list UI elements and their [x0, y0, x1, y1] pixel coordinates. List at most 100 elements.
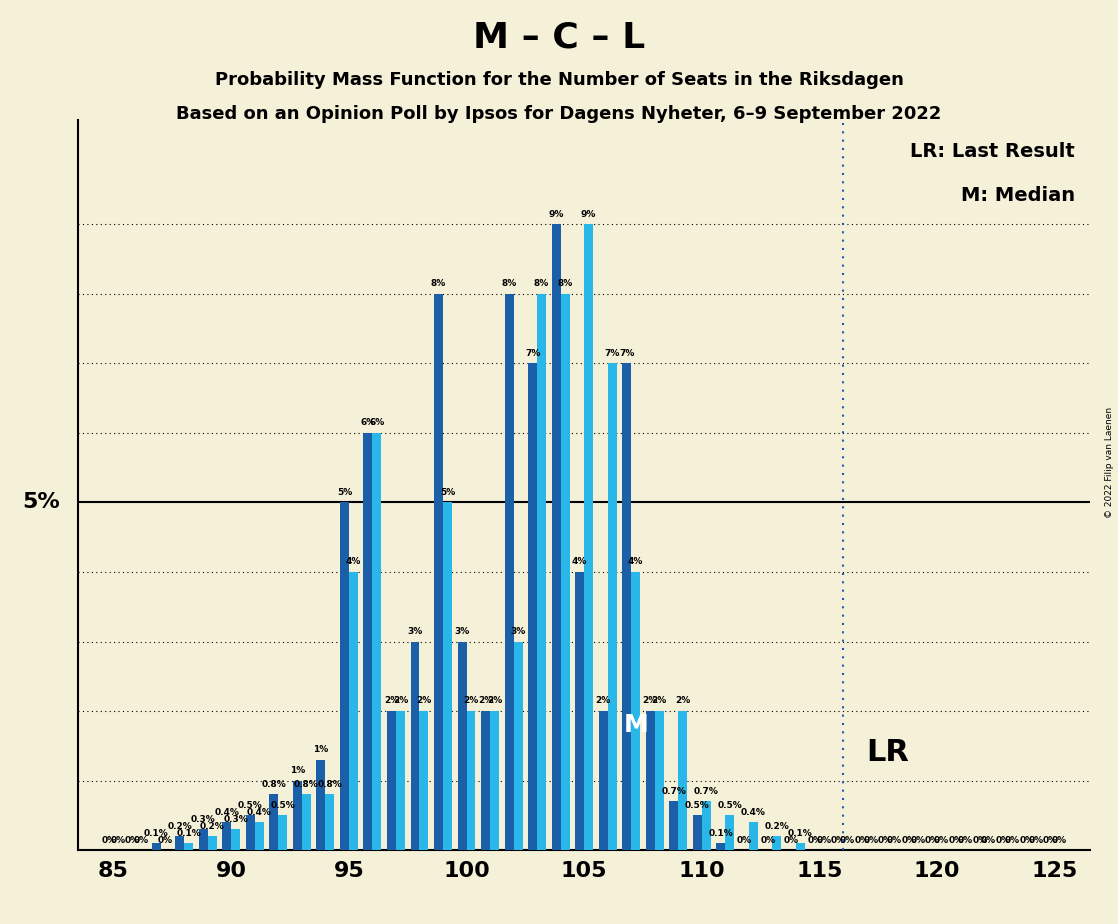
Bar — [796, 843, 805, 850]
Text: 0.4%: 0.4% — [247, 808, 272, 817]
Bar — [349, 572, 358, 850]
Text: 3%: 3% — [454, 627, 470, 636]
Bar — [255, 822, 264, 850]
Text: 0%: 0% — [878, 835, 893, 845]
Bar — [585, 225, 593, 850]
Text: 0%: 0% — [957, 835, 973, 845]
Bar — [551, 225, 560, 850]
Bar — [528, 363, 537, 850]
Text: 0.5%: 0.5% — [718, 801, 742, 809]
Text: 0.2%: 0.2% — [200, 821, 225, 831]
Text: 0%: 0% — [934, 835, 949, 845]
Text: 0.3%: 0.3% — [191, 815, 216, 823]
Bar — [208, 836, 217, 850]
Text: 0.8%: 0.8% — [262, 780, 286, 789]
Text: 0.8%: 0.8% — [294, 780, 319, 789]
Bar — [278, 815, 287, 850]
Text: 0%: 0% — [111, 835, 125, 845]
Text: 0.4%: 0.4% — [741, 808, 766, 817]
Text: 0%: 0% — [784, 835, 799, 845]
Text: © 2022 Filip van Laenen: © 2022 Filip van Laenen — [1105, 407, 1114, 517]
Text: 0%: 0% — [840, 835, 855, 845]
Text: 8%: 8% — [430, 279, 446, 288]
Text: 2%: 2% — [486, 697, 502, 706]
Bar — [537, 294, 546, 850]
Text: 8%: 8% — [534, 279, 549, 288]
Text: M: Median: M: Median — [960, 186, 1074, 205]
Text: 0%: 0% — [807, 835, 823, 845]
Text: 8%: 8% — [558, 279, 572, 288]
Text: 6%: 6% — [360, 419, 376, 428]
Text: 0%: 0% — [910, 835, 926, 845]
Text: LR: Last Result: LR: Last Result — [910, 142, 1074, 161]
Text: 0%: 0% — [982, 835, 996, 845]
Text: 0%: 0% — [1029, 835, 1043, 845]
Text: 2%: 2% — [652, 697, 666, 706]
Text: 0.1%: 0.1% — [788, 829, 813, 837]
Bar — [152, 843, 161, 850]
Text: 7%: 7% — [619, 349, 634, 358]
Text: M – C – L: M – C – L — [473, 20, 645, 55]
Text: 0.5%: 0.5% — [271, 801, 295, 809]
Bar — [293, 781, 302, 850]
Bar — [576, 572, 584, 850]
Text: 2%: 2% — [596, 697, 610, 706]
Text: 0.7%: 0.7% — [694, 787, 719, 796]
Text: 0%: 0% — [863, 835, 879, 845]
Text: 0%: 0% — [996, 835, 1011, 845]
Text: 4%: 4% — [345, 557, 361, 566]
Text: Based on an Opinion Poll by Ipsos for Dagens Nyheter, 6–9 September 2022: Based on an Opinion Poll by Ipsos for Da… — [177, 105, 941, 123]
Text: 0%: 0% — [1043, 835, 1058, 845]
Text: 0%: 0% — [1052, 835, 1067, 845]
Text: 0.7%: 0.7% — [662, 787, 686, 796]
Text: 2%: 2% — [643, 697, 657, 706]
Text: 0.2%: 0.2% — [168, 821, 192, 831]
Text: 2%: 2% — [463, 697, 479, 706]
Bar — [443, 503, 452, 850]
Text: 1%: 1% — [290, 766, 305, 775]
Text: 4%: 4% — [628, 557, 643, 566]
Text: 2%: 2% — [477, 697, 493, 706]
Text: 2%: 2% — [392, 697, 408, 706]
Text: 9%: 9% — [549, 210, 563, 219]
Bar — [655, 711, 664, 850]
Text: 2%: 2% — [383, 697, 399, 706]
Bar — [773, 836, 781, 850]
Bar — [457, 641, 466, 850]
Text: 0%: 0% — [925, 835, 940, 845]
Text: 3%: 3% — [511, 627, 525, 636]
Bar — [372, 433, 381, 850]
Text: 0%: 0% — [102, 835, 116, 845]
Bar — [316, 760, 325, 850]
Text: 0%: 0% — [125, 835, 140, 845]
Text: LR: LR — [866, 737, 909, 767]
Text: 0.1%: 0.1% — [709, 829, 733, 837]
Bar — [302, 795, 311, 850]
Bar — [513, 641, 522, 850]
Bar — [608, 363, 617, 850]
Bar — [419, 711, 428, 850]
Text: 0%: 0% — [158, 835, 172, 845]
Bar — [717, 843, 726, 850]
Bar — [246, 815, 255, 850]
Bar — [702, 801, 711, 850]
Text: 0%: 0% — [134, 835, 149, 845]
Bar — [726, 815, 735, 850]
Bar — [222, 822, 231, 850]
Text: 0%: 0% — [887, 835, 902, 845]
Text: 0%: 0% — [737, 835, 752, 845]
Text: 7%: 7% — [605, 349, 619, 358]
Bar — [632, 572, 641, 850]
Text: 0.5%: 0.5% — [238, 801, 263, 809]
Text: Probability Mass Function for the Number of Seats in the Riksdagen: Probability Mass Function for the Number… — [215, 71, 903, 89]
Text: 0%: 0% — [1020, 835, 1034, 845]
Text: 5%: 5% — [337, 488, 352, 497]
Text: 0.5%: 0.5% — [685, 801, 710, 809]
Text: 3%: 3% — [407, 627, 423, 636]
Text: 0%: 0% — [1005, 835, 1020, 845]
Text: 0%: 0% — [760, 835, 776, 845]
Text: M: M — [624, 713, 648, 737]
Bar — [490, 711, 499, 850]
Bar — [693, 815, 702, 850]
Text: 0%: 0% — [816, 835, 832, 845]
